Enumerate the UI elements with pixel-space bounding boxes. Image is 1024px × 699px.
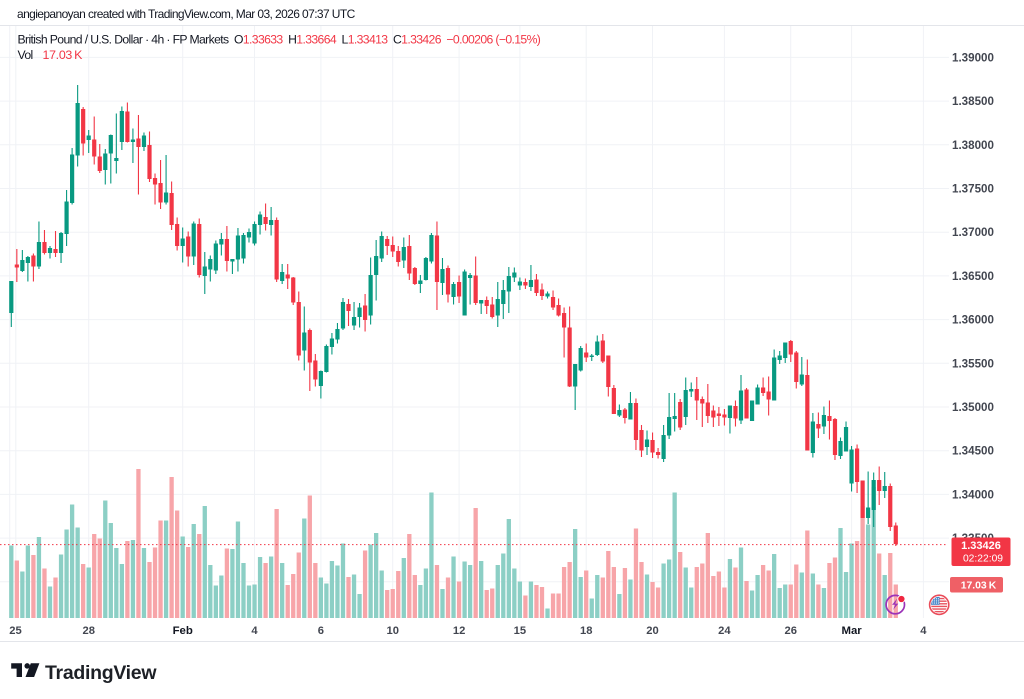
svg-text:1.36500: 1.36500 [952,270,994,283]
svg-text:25: 25 [9,625,21,637]
svg-text:1.33426: 1.33426 [961,540,1001,552]
svg-text:17.03 K: 17.03 K [961,581,997,592]
svg-text:17.03 K: 17.03 K [43,48,84,62]
svg-text:1.38500: 1.38500 [952,95,994,108]
svg-text:Feb: Feb [173,625,193,637]
svg-text:6: 6 [318,625,324,637]
svg-text:Vol: Vol [18,48,33,62]
svg-text:1.39000: 1.39000 [952,51,994,64]
svg-text:1.37000: 1.37000 [952,226,994,239]
svg-text:20: 20 [646,625,658,637]
svg-text:1.35500: 1.35500 [952,357,994,370]
svg-text:1.34500: 1.34500 [952,445,994,458]
svg-text:15: 15 [514,625,526,637]
svg-text:4: 4 [920,625,927,637]
svg-text:Mar: Mar [841,625,862,637]
svg-text:12: 12 [453,625,465,637]
svg-text:4: 4 [251,625,258,637]
svg-text:24: 24 [718,625,731,637]
svg-text:1.36000: 1.36000 [952,314,994,327]
svg-text:28: 28 [82,625,94,637]
svg-text:1.38000: 1.38000 [952,139,994,152]
svg-text:1.37500: 1.37500 [952,183,994,196]
svg-text:18: 18 [580,625,592,637]
svg-text:1.34000: 1.34000 [952,488,994,501]
svg-text:02:22:09: 02:22:09 [963,554,1003,565]
svg-text:10: 10 [386,625,398,637]
svg-text:26: 26 [784,625,796,637]
svg-text:angiepanoyan created with Trad: angiepanoyan created with TradingView.co… [17,7,356,21]
svg-text:British Pound / U.S. Dollar ·: British Pound / U.S. Dollar · 4h · FP Ma… [18,33,541,47]
svg-text:1.35000: 1.35000 [952,401,994,414]
svg-text:TradingView: TradingView [45,662,157,684]
